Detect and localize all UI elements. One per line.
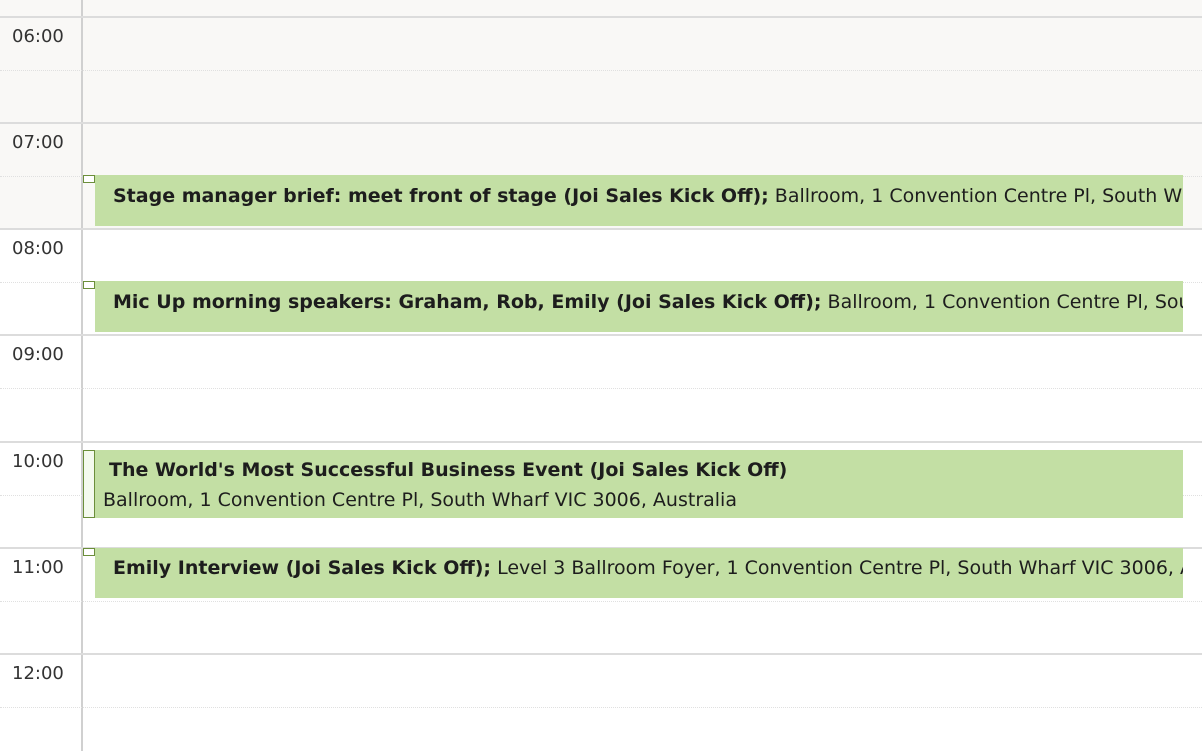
time-label: 07:00 <box>12 132 64 153</box>
event-status-marker <box>83 281 95 289</box>
event-mic-up[interactable]: Mic Up morning speakers: Graham, Rob, Em… <box>95 281 1183 332</box>
event-title: Emily Interview (Joi Sales Kick Off); <box>113 557 492 579</box>
event-stage-manager-brief[interactable]: Stage manager brief: meet front of stage… <box>95 175 1183 226</box>
event-status-marker <box>83 548 95 556</box>
half-hour-line <box>0 70 1202 71</box>
hour-line <box>0 228 1202 230</box>
half-hour-line <box>0 601 1202 602</box>
event-title: Stage manager brief: meet front of stage… <box>113 185 769 207</box>
hour-line <box>0 653 1202 655</box>
event-status-stripe <box>83 450 95 518</box>
event-location: Level 3 Ballroom Foyer, 1 Convention Cen… <box>497 557 1183 579</box>
half-hour-line <box>0 707 1202 708</box>
event-location: Ballroom, 1 Convention Centre Pl, South … <box>103 489 737 511</box>
hour-line <box>0 441 1202 443</box>
event-location: Ballroom, 1 Convention Centre Pl, South … <box>774 185 1183 207</box>
time-label: 08:00 <box>12 238 64 259</box>
half-hour-line <box>0 388 1202 389</box>
event-location: Ballroom, 1 Convention Centre Pl, South … <box>827 291 1183 313</box>
time-column <box>0 0 83 751</box>
time-label: 06:00 <box>12 26 64 47</box>
event-title: Mic Up morning speakers: Graham, Rob, Em… <box>113 291 822 313</box>
hour-line <box>0 334 1202 336</box>
hour-line <box>0 122 1202 124</box>
time-label: 12:00 <box>12 663 64 684</box>
event-status-marker <box>83 175 95 183</box>
event-title: The World's Most Successful Business Eve… <box>109 459 788 481</box>
time-label: 11:00 <box>12 557 64 578</box>
time-label: 10:00 <box>12 451 64 472</box>
hour-line <box>0 16 1202 18</box>
event-emily-interview[interactable]: Emily Interview (Joi Sales Kick Off); Le… <box>95 548 1183 598</box>
time-label: 09:00 <box>12 344 64 365</box>
event-worlds-most-successful-business-event[interactable]: The World's Most Successful Business Eve… <box>83 450 1183 518</box>
